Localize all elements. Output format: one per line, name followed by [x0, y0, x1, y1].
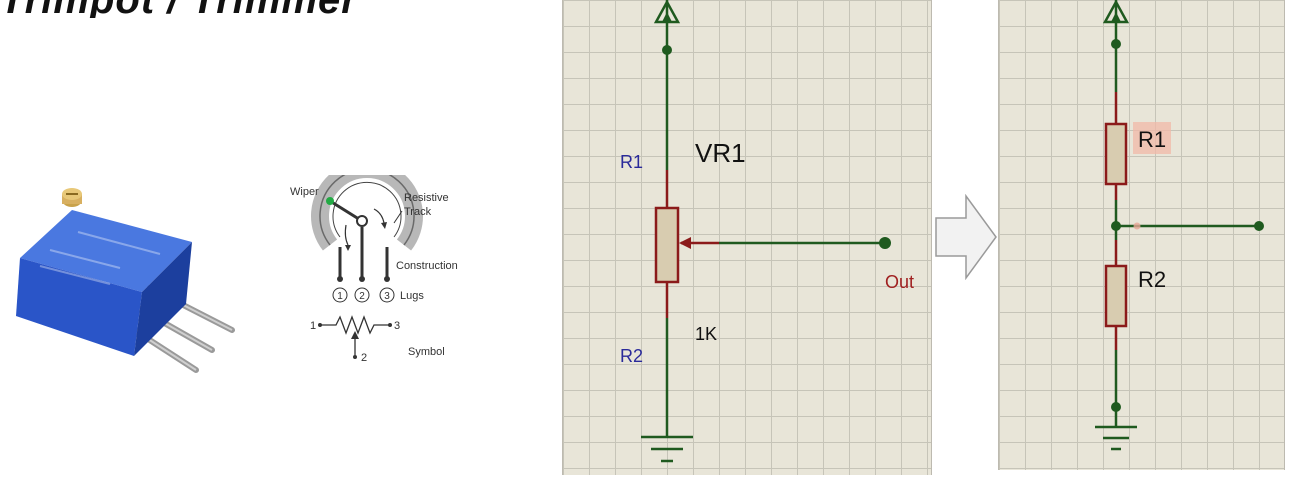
wiper-arrow-icon [679, 237, 691, 249]
wiper-contact [326, 197, 334, 205]
symbol-pin-1: 1 [310, 320, 316, 332]
symbol-label: Symbol [408, 346, 445, 358]
potentiometer-construction-diagram: 1 2 3 Wiper Resistive Track Construction… [290, 175, 458, 364]
r1-resistor-body [1104, 122, 1128, 186]
junction-dot [1111, 39, 1121, 49]
ground-icon [1095, 425, 1137, 451]
r2-label: R2 [1138, 267, 1166, 292]
symbol-pin-2: 2 [361, 352, 367, 364]
title-fragment: Trimpot / Trimmer Potentiometer [0, 0, 540, 18]
resistive-label: Resistive [404, 192, 449, 204]
out-terminal-dot [1254, 221, 1264, 231]
symbol-pin-3: 3 [394, 320, 400, 332]
r1-label-highlight [1133, 122, 1171, 154]
equivalence-arrow-icon [935, 194, 997, 280]
r1-label: R1 [1138, 127, 1166, 152]
power-terminal-icon [1102, 0, 1130, 24]
ground-icon [641, 435, 693, 463]
title-text: Trimpot / Trimmer Potentiometer [0, 0, 358, 18]
schematic-voltage-divider: R1 R2 [998, 0, 1285, 470]
out-label: Out [885, 272, 914, 292]
vr1-resistor-body [654, 206, 680, 284]
power-terminal-icon [653, 0, 681, 24]
resistor-symbol [320, 315, 390, 335]
track-label: Track [404, 206, 432, 218]
resistive-track [311, 175, 423, 251]
lug-2-label: 2 [359, 291, 365, 302]
r2-label: R2 [620, 346, 643, 366]
lugs-label: Lugs [400, 290, 424, 302]
value-label: 1K [695, 324, 717, 344]
lug-1-label: 1 [337, 291, 343, 302]
r2-resistor-body [1104, 264, 1128, 328]
out-terminal-dot [879, 237, 891, 249]
junction-dot [1111, 402, 1121, 412]
schematic-potentiometer: R1 VR1 R2 1K Out [562, 0, 932, 475]
wiper-label: Wiper [290, 186, 319, 198]
wiper-arm [329, 199, 363, 223]
construction-label: Construction [396, 260, 458, 272]
r1-label: R1 [620, 152, 643, 172]
junction-dot [662, 45, 672, 55]
lug-3-label: 3 [384, 291, 390, 302]
trimpot-photo [16, 188, 235, 373]
vr1-label: VR1 [695, 138, 746, 168]
